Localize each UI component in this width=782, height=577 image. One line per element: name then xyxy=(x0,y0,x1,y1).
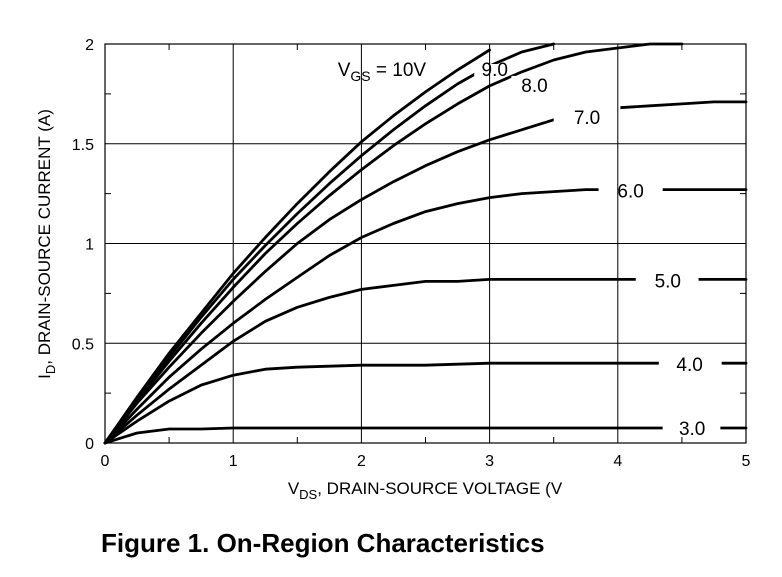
curve-label: 7.0 xyxy=(574,108,600,129)
figure-caption: Figure 1. On-Region Characteristics xyxy=(101,528,545,558)
curve-group xyxy=(103,42,748,445)
curve-line xyxy=(103,426,748,445)
curve-label: 8.0 xyxy=(521,76,547,97)
curve-line xyxy=(103,42,684,445)
x-tick-label: 5 xyxy=(742,453,751,470)
x-axis-label-main: V xyxy=(288,479,300,498)
x-tick-label: 0 xyxy=(101,453,110,470)
curve-line xyxy=(103,48,491,445)
curve-label: 5.0 xyxy=(655,271,681,292)
x-tick-label: 2 xyxy=(357,453,366,470)
y-axis-label-rest: , DRAIN-SOURCE CURRENT (A) xyxy=(35,109,54,365)
y-tick-labels: 0 0.5 1 1.5 2 xyxy=(72,37,94,453)
y-axis-label-main: I xyxy=(35,374,54,379)
x-tick-labels: 0 1 2 3 4 5 xyxy=(101,453,751,470)
curve-line xyxy=(103,361,748,445)
curve-label: VGS = 10V xyxy=(338,60,427,84)
curve-line xyxy=(103,42,556,445)
curve-line xyxy=(103,278,748,445)
drain-characteristics-chart: 0 1 2 3 4 5 0 0.5 1 1.5 2 VGS = 10V 9.0 8.0 7.0 6.0 5.… xyxy=(35,37,751,502)
curve-line xyxy=(103,100,748,445)
x-tick-label: 3 xyxy=(485,453,494,470)
curve-labels: VGS = 10V 9.0 8.0 7.0 6.0 5.0 4.0 3.0 xyxy=(338,60,706,440)
curve-label: 9.0 xyxy=(482,60,508,81)
y-tick-label: 0 xyxy=(85,436,94,453)
curve-label: 4.0 xyxy=(676,355,702,376)
y-tick-label: 1.5 xyxy=(72,137,94,154)
y-axis-label-sub: D xyxy=(43,365,58,374)
tick-marks xyxy=(105,44,746,443)
x-axis-label-sub: DS xyxy=(299,487,317,502)
y-axis-label: ID, DRAIN-SOURCE CURRENT (A) xyxy=(35,109,58,379)
x-axis-label-rest: , DRAIN-SOURCE VOLTAGE (V xyxy=(317,479,563,498)
x-axis-label: VDS, DRAIN-SOURCE VOLTAGE (V xyxy=(288,479,563,502)
y-tick-label: 0.5 xyxy=(72,336,94,353)
x-tick-label: 1 xyxy=(229,453,238,470)
curve-line xyxy=(103,188,748,445)
y-tick-label: 2 xyxy=(85,37,94,54)
x-tick-label: 4 xyxy=(613,453,622,470)
grid-lines xyxy=(105,44,746,443)
curve-label: 6.0 xyxy=(617,182,643,203)
y-tick-label: 1 xyxy=(85,237,94,254)
curve-label: 3.0 xyxy=(679,419,705,440)
